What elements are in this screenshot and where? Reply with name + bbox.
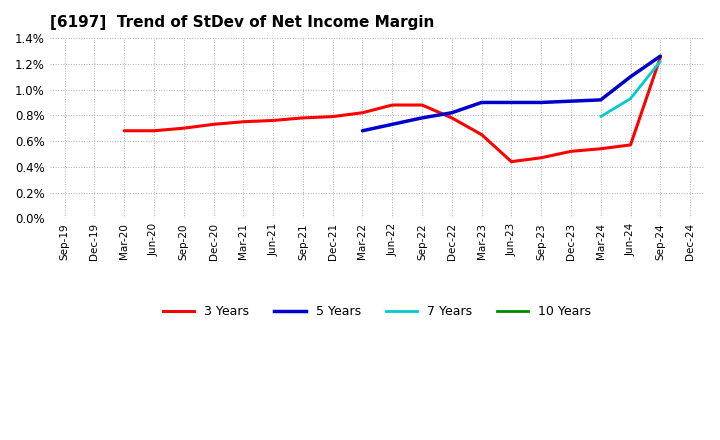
Legend: 3 Years, 5 Years, 7 Years, 10 Years: 3 Years, 5 Years, 7 Years, 10 Years [158, 300, 596, 323]
Text: [6197]  Trend of StDev of Net Income Margin: [6197] Trend of StDev of Net Income Marg… [50, 15, 434, 30]
